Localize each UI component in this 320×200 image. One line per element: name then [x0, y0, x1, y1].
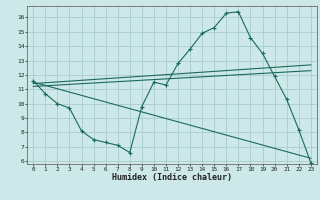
X-axis label: Humidex (Indice chaleur): Humidex (Indice chaleur) [112, 173, 232, 182]
